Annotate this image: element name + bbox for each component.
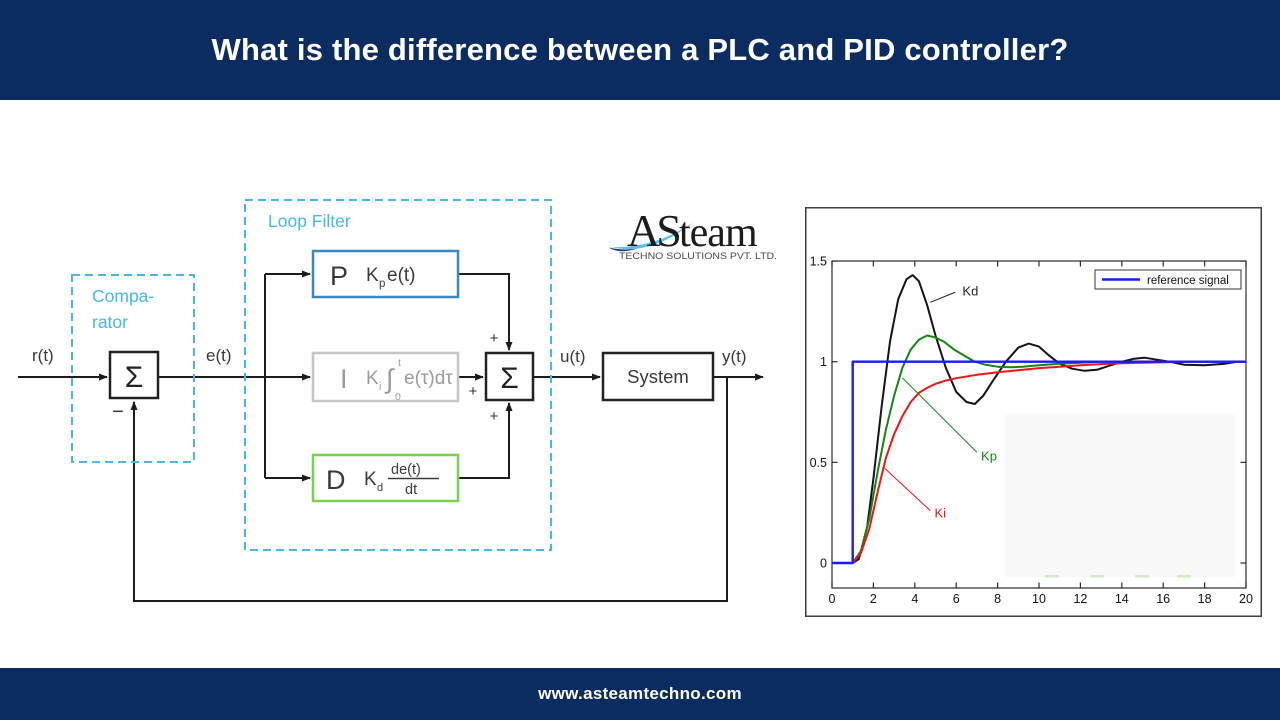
comparator-label-line1: Compa- [92,286,154,306]
x-tick-label: 4 [911,592,918,606]
logo-text-as: AS [627,205,679,256]
annotation-leader-Ki [884,468,931,512]
i-gain-sub: i [379,381,381,393]
loop-filter-box [244,199,552,551]
logo-tagline: TECHNO SOLUTIONS PVT. LTD. [619,251,777,262]
p-gain: K [366,265,379,286]
series-reference-signal [832,360,1246,565]
legend-label: reference signal [1147,275,1229,287]
loop-filter-label: Loop Filter [268,211,351,231]
series-ki [832,360,1246,564]
x-tick-label: 10 [1032,592,1046,606]
comparator-sum-block [108,350,160,400]
d-gain: K [364,469,377,490]
input-label: r(t) [32,346,54,365]
x-tick-label: 16 [1156,592,1170,606]
annotation-leader-Kd [930,291,956,303]
y-tick-label: 1 [820,355,827,369]
p-gain-sub: p [379,278,385,290]
y-tick-label: 0 [820,557,827,571]
plus-sign-top: + [490,330,499,347]
watermark-region [1005,414,1235,577]
p-block [311,249,460,299]
feedback-line [130,377,728,602]
p-out-line [458,273,513,351]
logo-swoosh [611,221,695,250]
p-letter: P [330,261,348,291]
chart-legend: reference signal [1094,269,1242,290]
plus-sign-mid: + [469,383,478,400]
series-kp [851,334,1246,564]
i-upper-limit: t [398,357,401,369]
i-block [311,351,460,403]
summer-sigma: Σ [500,362,519,395]
annotation-label-Ki: Ki [934,506,946,521]
x-tick-label: 18 [1198,592,1212,606]
website-url: www.asteamtechno.com [538,684,742,703]
x-tick-label: 2 [870,592,877,606]
annotation-label-Kp: Kp [981,448,997,463]
output-label: y(t) [722,347,747,366]
page-title: What is the difference between a PLC and… [211,32,1069,67]
x-tick-label: 14 [1115,592,1129,606]
pid-block-diagram: Compa- rator Loop Filter Σ − P K p e(t) … [18,199,764,602]
annotation-leader-Kp [902,377,978,453]
y-tick-label: 0.5 [810,456,827,470]
minus-sign: − [112,401,124,423]
d-gain-sub: d [377,482,383,494]
d-out-line [458,402,513,479]
x-tick-label: 6 [953,592,960,606]
series-kd [852,274,1246,564]
x-tick-label: 8 [994,592,1001,606]
company-logo: AS team TECHNO SOLUTIONS PVT. LTD. [609,205,777,262]
footer-bar: www.asteamtechno.com [0,668,1280,720]
logo-text-team: team [679,210,758,256]
comparator-box [71,274,195,463]
x-tick-label: 0 [829,592,836,606]
control-label: u(t) [560,347,586,366]
pid-response-chart: reference signal 0 2 4 6 8 10 12 14 16 18 20 0 0.5 1 1… [805,207,1262,617]
logo-swoosh-tip [609,247,637,252]
i-expr: e(τ)dτ [404,368,453,389]
x-tick-label: 12 [1073,592,1087,606]
p-expr: e(t) [387,265,416,286]
system-label: System [627,366,689,387]
summer-block [484,351,535,402]
d-letter: D [326,465,346,495]
d-numerator: de(t) [391,462,421,478]
i-letter: I [340,364,348,394]
y-tick-label: 1.5 [810,255,827,269]
header-bar: What is the difference between a PLC and… [0,0,1280,100]
i-gain: K [366,368,379,389]
plus-sign-bottom: + [490,408,499,425]
system-block [601,351,715,402]
d-denominator: dt [405,482,417,498]
x-tick-label: 20 [1239,592,1253,606]
annotation-label-Kd: Kd [962,283,978,298]
watermark-dashes [1045,575,1191,578]
comparator-label-line2: rator [92,312,128,332]
comparator-sigma: Σ [125,361,144,394]
i-integral: ∫ [384,364,395,394]
error-label: e(t) [206,346,232,365]
i-lower-limit: 0 [395,391,401,403]
